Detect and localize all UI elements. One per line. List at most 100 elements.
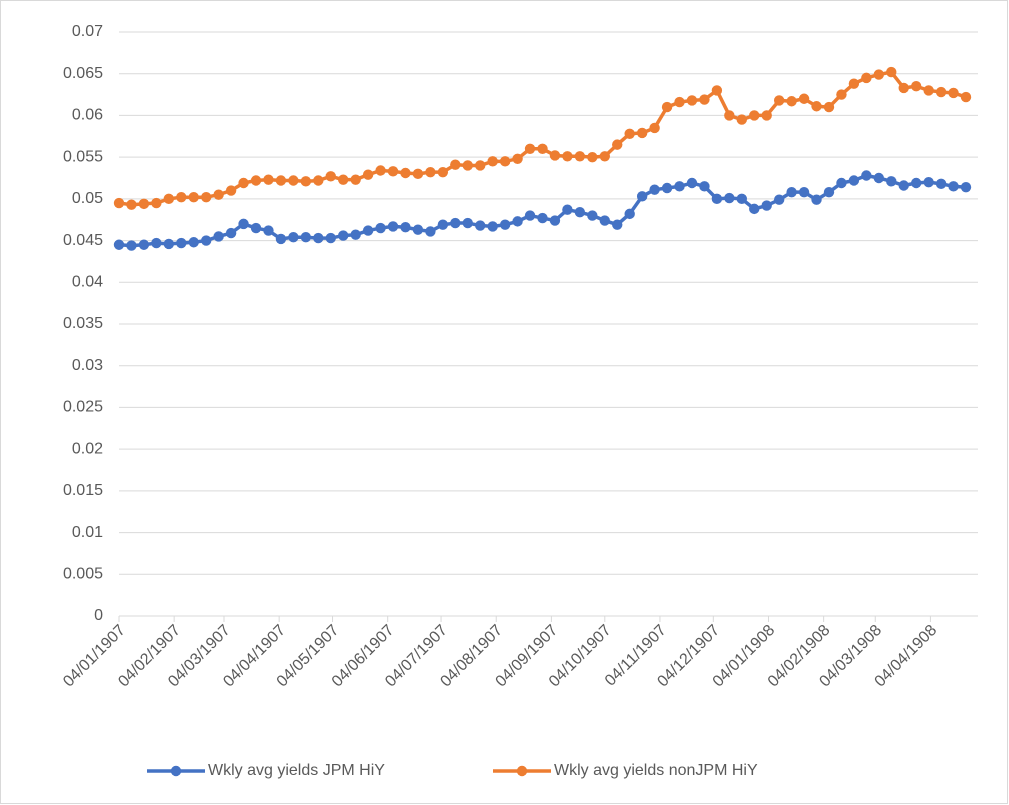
point	[587, 210, 598, 221]
y-tick-label: 0.005	[63, 566, 103, 583]
point	[138, 239, 150, 250]
point	[113, 239, 125, 250]
point	[238, 218, 249, 230]
y-tick-label: 0.01	[72, 524, 103, 541]
point	[188, 237, 199, 248]
point	[275, 233, 287, 245]
point	[773, 95, 785, 106]
point	[761, 110, 772, 121]
point	[960, 91, 972, 103]
point	[188, 191, 199, 203]
point	[350, 174, 361, 185]
point	[836, 89, 847, 100]
y-tick-label: 0	[94, 607, 103, 624]
point	[562, 204, 573, 215]
point	[599, 215, 610, 226]
point	[574, 207, 586, 218]
y-tick-label: 0.04	[72, 274, 103, 291]
point	[437, 166, 449, 178]
point	[288, 232, 299, 243]
point	[736, 193, 747, 205]
point	[848, 78, 860, 89]
point	[711, 193, 723, 205]
point	[935, 178, 947, 190]
point	[338, 230, 349, 241]
point	[624, 128, 635, 139]
point	[300, 232, 312, 243]
point	[400, 222, 411, 233]
point	[686, 177, 698, 189]
point	[935, 86, 947, 98]
y-tick-label: 0.035	[63, 315, 103, 332]
point	[649, 184, 660, 195]
y-tick-label: 0.07	[72, 23, 103, 40]
point	[288, 175, 299, 186]
point	[400, 167, 411, 179]
point	[537, 212, 548, 224]
point	[362, 225, 374, 236]
point	[524, 143, 536, 154]
point	[499, 219, 511, 230]
point	[512, 216, 523, 227]
point	[375, 165, 386, 176]
point	[811, 101, 822, 112]
point	[313, 232, 324, 244]
point	[524, 210, 536, 221]
point	[574, 151, 586, 162]
point	[412, 224, 424, 235]
point	[749, 203, 760, 215]
point	[948, 181, 959, 192]
point	[425, 226, 436, 237]
point	[923, 176, 934, 188]
point	[537, 143, 548, 154]
point	[499, 156, 511, 167]
point	[487, 221, 498, 232]
legend-marker	[170, 765, 182, 777]
point	[649, 122, 660, 134]
point	[861, 72, 872, 84]
point	[151, 197, 162, 209]
point	[886, 66, 897, 78]
point	[798, 186, 810, 198]
y-tick-label: 0.025	[63, 399, 103, 416]
point	[250, 175, 262, 186]
point	[263, 174, 274, 185]
point	[636, 127, 648, 139]
point	[176, 237, 187, 249]
point	[225, 185, 237, 196]
point	[749, 110, 760, 121]
point	[562, 151, 573, 162]
point	[724, 192, 735, 204]
point	[636, 191, 648, 202]
point	[724, 110, 735, 121]
point	[898, 180, 909, 191]
point	[624, 208, 635, 220]
point	[462, 160, 473, 171]
point	[250, 222, 262, 234]
point	[960, 181, 972, 193]
point	[661, 182, 673, 194]
point	[823, 101, 835, 113]
point	[886, 176, 897, 187]
y-tick-label: 0.045	[63, 232, 103, 249]
point	[661, 101, 673, 113]
point	[861, 170, 872, 181]
point	[786, 186, 797, 198]
point	[263, 225, 274, 236]
point	[275, 175, 287, 186]
point	[225, 227, 237, 239]
point	[674, 181, 685, 192]
point	[761, 200, 772, 211]
point	[163, 238, 175, 250]
point	[151, 237, 162, 249]
legend-label: Wkly avg yields JPM HiY	[208, 762, 385, 779]
point	[811, 194, 822, 205]
point	[612, 139, 623, 150]
point	[362, 169, 374, 180]
y-tick-label: 0.015	[63, 482, 103, 499]
point	[699, 94, 710, 105]
point	[512, 153, 523, 165]
legend-label: Wkly avg yields nonJPM HiY	[554, 762, 758, 779]
